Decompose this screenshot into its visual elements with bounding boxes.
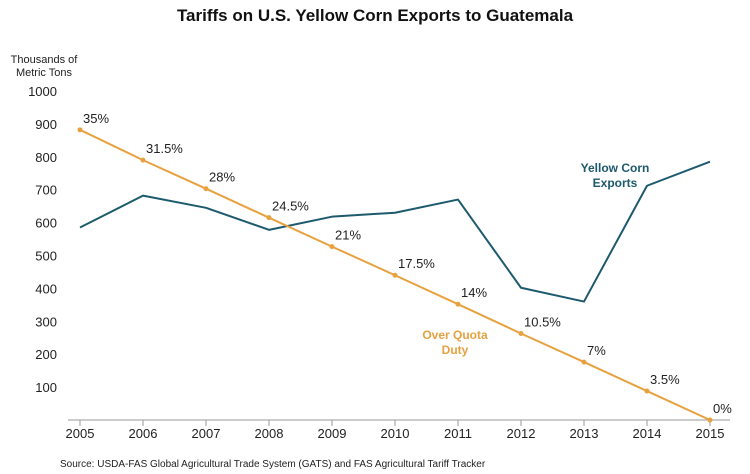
duty-data-label: 31.5% <box>146 141 183 156</box>
duty-data-label: 14% <box>461 285 487 300</box>
series-label-duty-line-1: Over Quota <box>422 328 488 342</box>
duty-point <box>392 272 398 278</box>
y-axis-label-line-1: Thousands of <box>11 54 79 66</box>
y-axis-label-line-2: Metric Tons <box>16 67 73 79</box>
x-tick-label: 2005 <box>66 426 95 441</box>
duty-point <box>329 244 335 250</box>
x-axis-ticks: 2005 2006 2007 2008 2009 2010 2011 2012 2013 2014… <box>66 420 725 441</box>
chart-title: Tariffs on U.S. Yellow Corn Exports to G… <box>177 6 574 25</box>
y-tick-label: 900 <box>35 117 57 132</box>
duty-point <box>77 127 83 133</box>
x-tick-label: 2009 <box>318 426 347 441</box>
series-label-duty-line-2: Duty <box>442 343 469 357</box>
duty-data-label: 7% <box>587 343 606 358</box>
duty-data-label: 3.5% <box>650 372 680 387</box>
duty-point <box>455 301 461 307</box>
duty-data-label: 10.5% <box>524 314 561 329</box>
x-tick-label: 2010 <box>381 426 410 441</box>
duty-data-label: 28% <box>209 170 235 185</box>
y-axis-ticks: 100 200 300 400 500 600 700 800 900 1000 <box>28 84 57 395</box>
duty-point <box>266 215 272 221</box>
y-tick-label: 1000 <box>28 84 57 99</box>
duty-point <box>140 157 146 163</box>
y-tick-label: 100 <box>35 380 57 395</box>
x-tick-label: 2015 <box>696 426 725 441</box>
x-tick-label: 2013 <box>570 426 599 441</box>
duty-data-label: 35% <box>83 111 109 126</box>
series-label-exports-line-1: Yellow Corn <box>581 161 650 175</box>
duty-data-label: 17.5% <box>398 256 435 271</box>
duty-point <box>203 186 209 192</box>
data-labels: 35% 31.5% 28% 24.5% 21% 17.5% 14% 10.5% 7% 3.5% 0% <box>83 111 732 416</box>
source-note: Source: USDA-FAS Global Agricultural Tra… <box>60 459 486 470</box>
duty-point <box>707 417 713 423</box>
duty-point <box>518 330 524 336</box>
y-tick-label: 800 <box>35 150 57 165</box>
duty-point <box>581 359 587 365</box>
y-tick-label: 200 <box>35 347 57 362</box>
x-tick-label: 2007 <box>192 426 221 441</box>
series-label-exports-line-2: Exports <box>593 176 638 190</box>
duty-point <box>644 388 650 394</box>
duty-data-label: 21% <box>335 228 361 243</box>
y-tick-label: 700 <box>35 183 57 198</box>
y-tick-label: 500 <box>35 249 57 264</box>
duty-data-label: 24.5% <box>272 199 309 214</box>
x-tick-label: 2011 <box>444 426 472 441</box>
x-tick-label: 2008 <box>255 426 284 441</box>
y-tick-label: 600 <box>35 216 57 231</box>
series-layer <box>77 127 713 423</box>
y-tick-label: 300 <box>35 314 57 329</box>
duty-data-label: 0% <box>713 401 732 416</box>
x-tick-label: 2012 <box>507 426 536 441</box>
x-tick-label: 2014 <box>633 426 662 441</box>
x-tick-label: 2006 <box>129 426 158 441</box>
y-tick-label: 400 <box>35 281 57 296</box>
